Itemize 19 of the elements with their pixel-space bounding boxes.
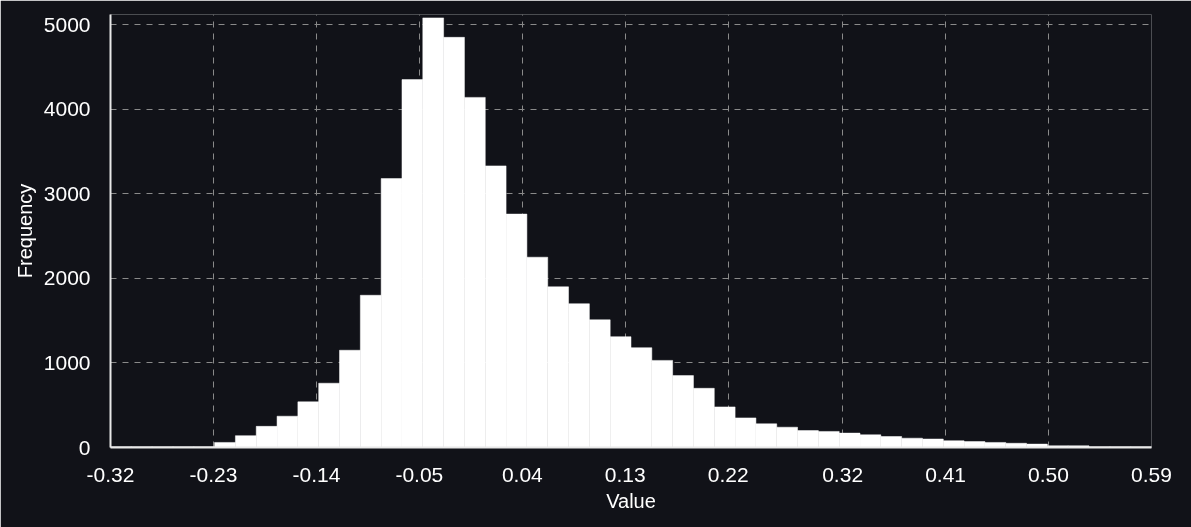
x-tick-label: 0.13 [604, 462, 646, 486]
x-tick-label: -0.14 [292, 462, 341, 486]
x-tick-label: -0.23 [189, 462, 238, 486]
x-tick-label: -0.32 [86, 462, 135, 486]
x-axis-title: Value [606, 489, 656, 512]
x-tick-label: 0.32 [822, 462, 864, 486]
y-tick-label: 2000 [43, 266, 91, 290]
x-tick-label: 0.04 [501, 462, 544, 486]
x-tick-label: 0.50 [1028, 462, 1069, 486]
y-tick-label: 4000 [43, 97, 91, 121]
y-tick-label: 0 [78, 435, 91, 459]
y-axis-title: Frequency [13, 183, 36, 279]
x-tick-label: 0.59 [1131, 462, 1172, 486]
y-tick-label: 1000 [43, 350, 91, 374]
y-tick-label: 5000 [43, 12, 91, 36]
x-tick-label: 0.41 [925, 462, 967, 486]
x-tick-label: -0.05 [395, 462, 444, 486]
x-tick-label: 0.22 [707, 462, 749, 486]
y-tick-label: 3000 [43, 181, 91, 205]
